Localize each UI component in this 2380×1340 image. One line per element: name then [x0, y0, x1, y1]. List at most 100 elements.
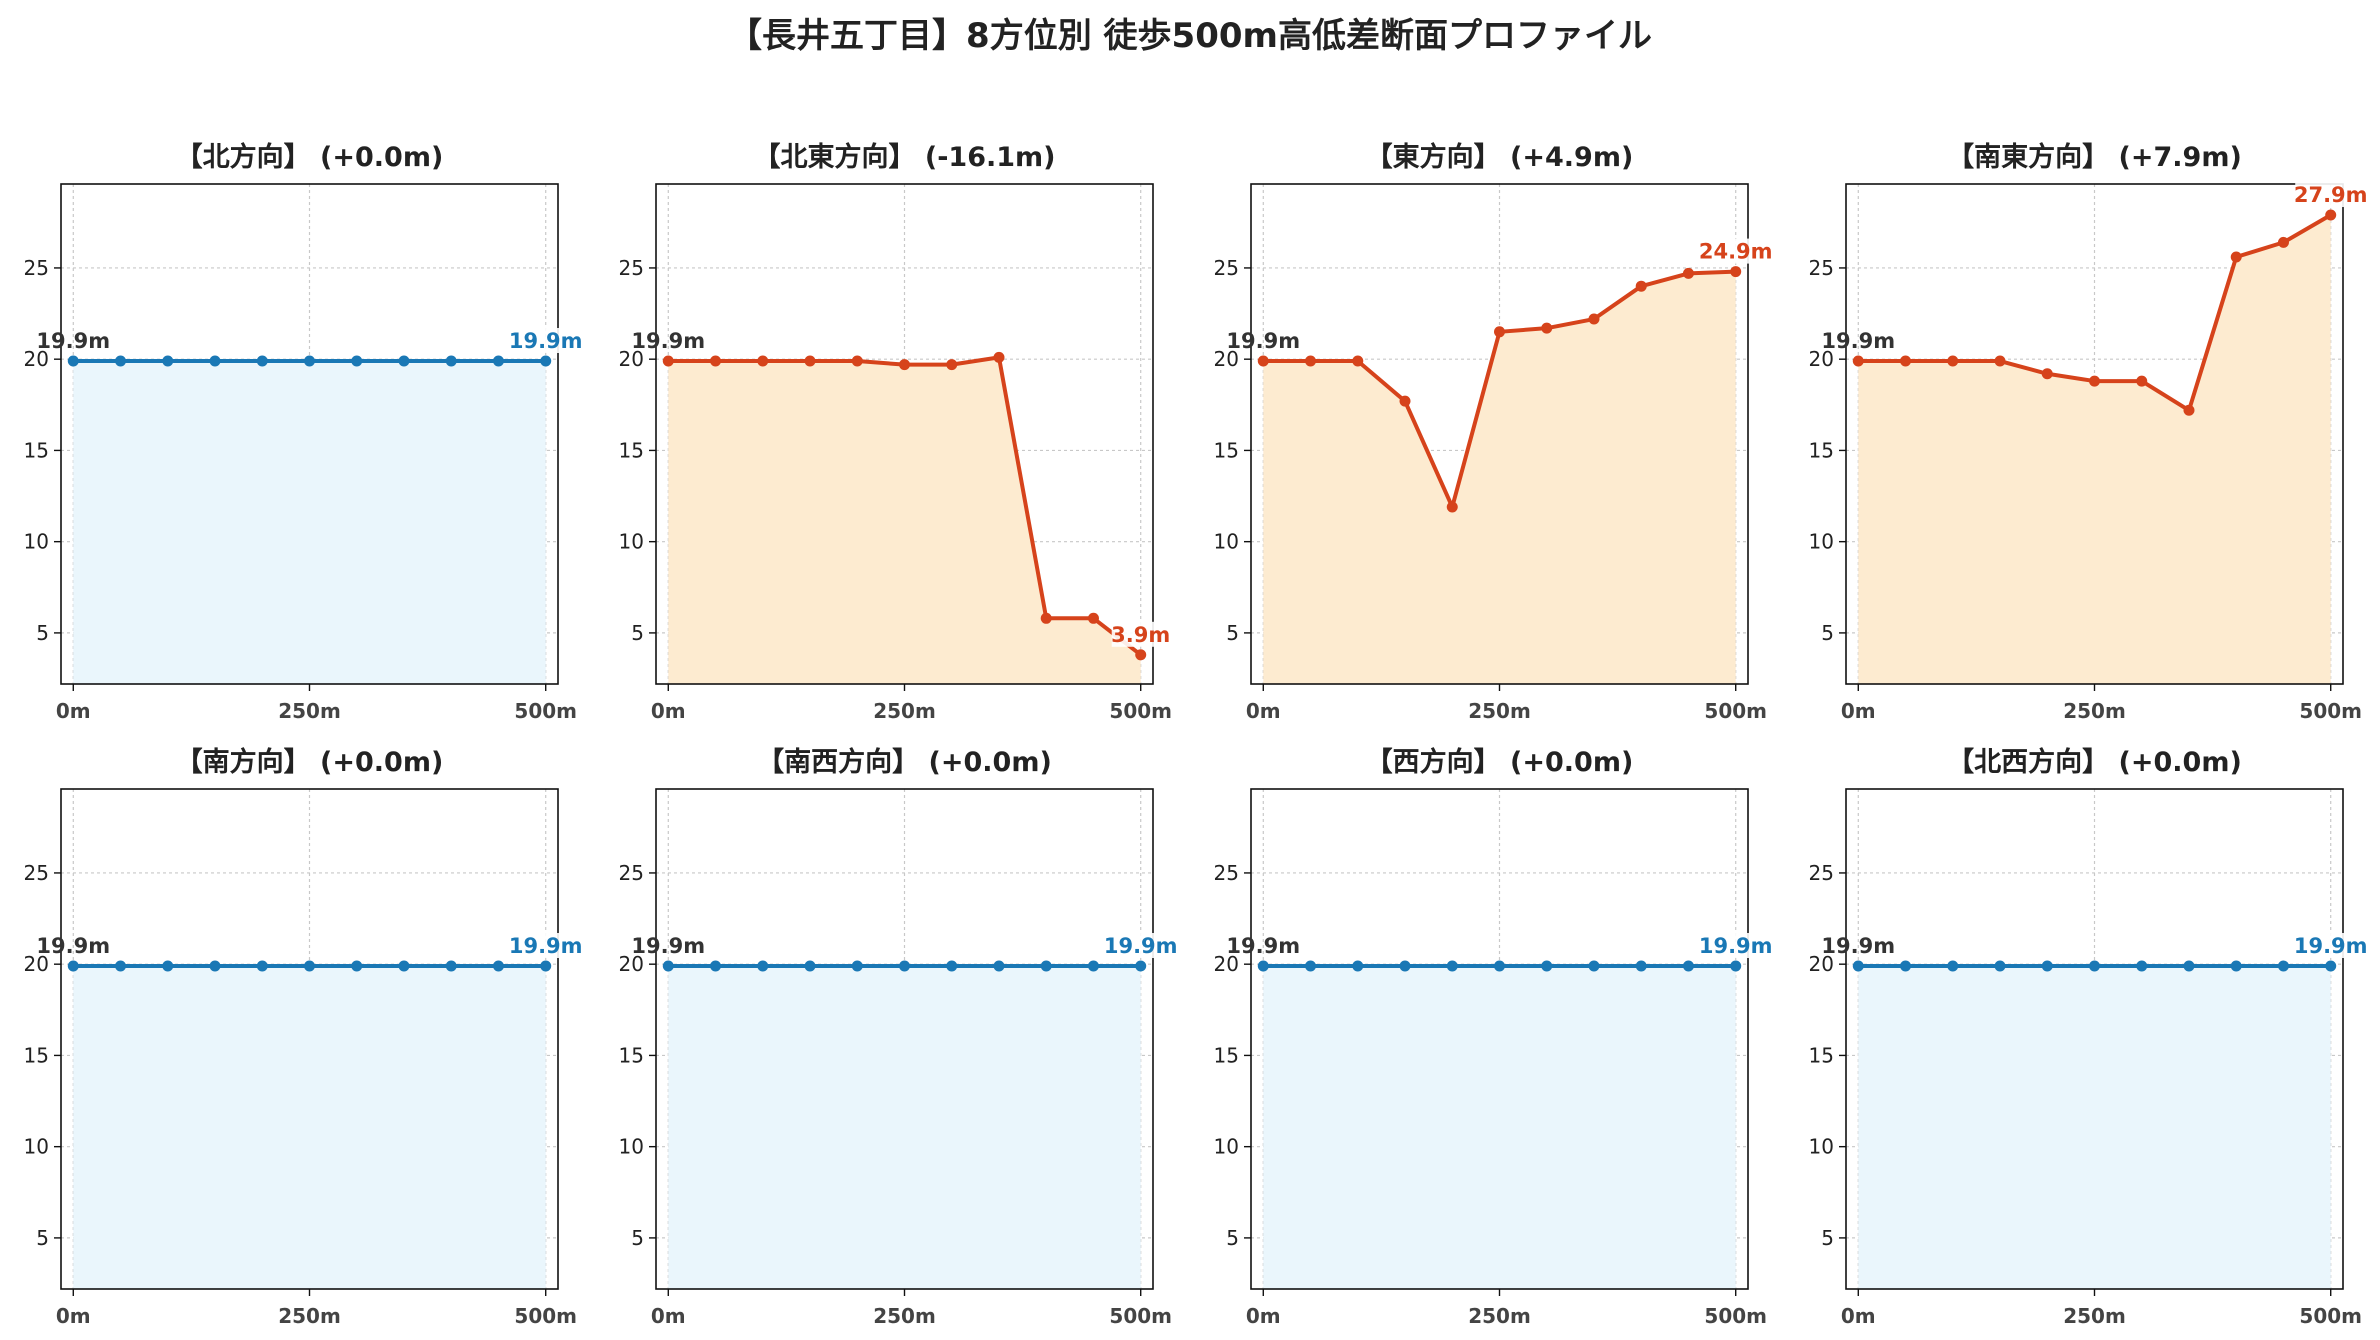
x-tick-label: 0m	[651, 699, 686, 723]
y-tick-label: 10	[619, 530, 644, 554]
x-tick-label: 0m	[1841, 1304, 1876, 1328]
data-point	[1352, 355, 1364, 367]
data-point	[1730, 266, 1742, 278]
area-fill	[1858, 966, 2331, 1289]
data-point	[2325, 960, 2337, 972]
end-label-bg	[1700, 238, 1772, 264]
data-point	[851, 355, 863, 367]
data-point	[1541, 322, 1553, 334]
data-point	[710, 355, 722, 367]
end-label-bg	[2295, 933, 2367, 959]
data-point	[351, 960, 363, 972]
y-tick-label: 15	[619, 438, 644, 462]
data-point	[162, 355, 174, 367]
data-point	[2230, 960, 2242, 972]
data-point	[662, 960, 674, 972]
start-value-label: 19.9m	[1821, 934, 1895, 958]
x-tick-label: 250m	[1468, 1304, 1531, 1328]
data-point	[946, 359, 958, 371]
x-tick-label: 500m	[2299, 699, 2362, 723]
area-fill	[668, 966, 1141, 1289]
x-tick-label: 500m	[2299, 1304, 2362, 1328]
end-value-label: 19.9m	[2294, 934, 2368, 958]
end-value-label: 19.9m	[1699, 934, 1773, 958]
y-tick-label: 5	[1226, 621, 1239, 645]
data-point	[1682, 267, 1694, 279]
x-tick-label: 0m	[1841, 699, 1876, 723]
data-point	[445, 960, 457, 972]
y-tick-label: 20	[24, 347, 49, 371]
x-tick-label: 0m	[56, 699, 91, 723]
y-tick-label: 15	[1214, 438, 1239, 462]
y-tick-label: 15	[1809, 1043, 1834, 1067]
y-tick-label: 10	[1809, 530, 1834, 554]
y-tick-label: 5	[631, 621, 644, 645]
data-point	[1135, 960, 1147, 972]
start-value-label: 19.9m	[1226, 329, 1300, 353]
data-point	[540, 960, 552, 972]
x-tick-label: 250m	[873, 1304, 936, 1328]
y-tick-label: 20	[1214, 347, 1239, 371]
data-point	[1852, 960, 1864, 972]
data-point	[804, 960, 816, 972]
area-fill	[73, 361, 546, 684]
data-point	[1399, 395, 1411, 407]
data-point	[1399, 960, 1411, 972]
y-tick-label: 25	[1809, 861, 1834, 885]
data-point	[445, 355, 457, 367]
data-point	[492, 355, 504, 367]
data-point	[1588, 313, 1600, 325]
data-point	[398, 355, 410, 367]
subplot-title: 【北方向】 (+0.0m)	[176, 141, 444, 173]
y-tick-label: 20	[619, 347, 644, 371]
y-tick-label: 25	[24, 861, 49, 885]
start-value-label: 19.9m	[36, 934, 110, 958]
x-tick-label: 0m	[1246, 1304, 1281, 1328]
x-tick-label: 500m	[1704, 1304, 1767, 1328]
data-point	[1541, 960, 1553, 972]
y-tick-label: 5	[1226, 1226, 1239, 1250]
y-tick-label: 20	[619, 952, 644, 976]
y-tick-label: 10	[1214, 1135, 1239, 1159]
x-tick-label: 500m	[514, 1304, 577, 1328]
data-point	[899, 359, 910, 371]
data-point	[2136, 375, 2148, 387]
y-tick-label: 15	[24, 1043, 49, 1067]
data-point	[1494, 960, 1505, 972]
data-point	[351, 355, 363, 367]
x-tick-label: 250m	[873, 699, 936, 723]
data-point	[1040, 612, 1052, 624]
y-tick-label: 5	[36, 1226, 49, 1250]
x-tick-label: 0m	[651, 1304, 686, 1328]
y-tick-label: 10	[24, 530, 49, 554]
end-label-bg	[1105, 933, 1177, 959]
data-point	[304, 355, 315, 367]
data-point	[1494, 326, 1505, 338]
end-label-bg	[510, 328, 582, 354]
y-tick-label: 15	[24, 438, 49, 462]
data-point	[2089, 960, 2100, 972]
data-point	[2277, 236, 2289, 248]
x-tick-label: 250m	[1468, 699, 1531, 723]
x-tick-label: 500m	[1109, 699, 1172, 723]
data-point	[2136, 960, 2148, 972]
data-point	[1446, 501, 1458, 513]
data-point	[162, 960, 174, 972]
data-point	[757, 355, 769, 367]
x-tick-label: 0m	[1246, 699, 1281, 723]
y-tick-label: 10	[619, 1135, 644, 1159]
data-point	[2230, 251, 2242, 263]
data-point	[2089, 375, 2100, 387]
data-point	[256, 960, 268, 972]
data-point	[2183, 404, 2195, 416]
data-point	[1852, 355, 1864, 367]
x-tick-label: 250m	[2063, 699, 2126, 723]
data-point	[304, 960, 315, 972]
data-point	[67, 355, 79, 367]
y-tick-label: 5	[1821, 1226, 1834, 1250]
area-fill	[1263, 966, 1736, 1289]
